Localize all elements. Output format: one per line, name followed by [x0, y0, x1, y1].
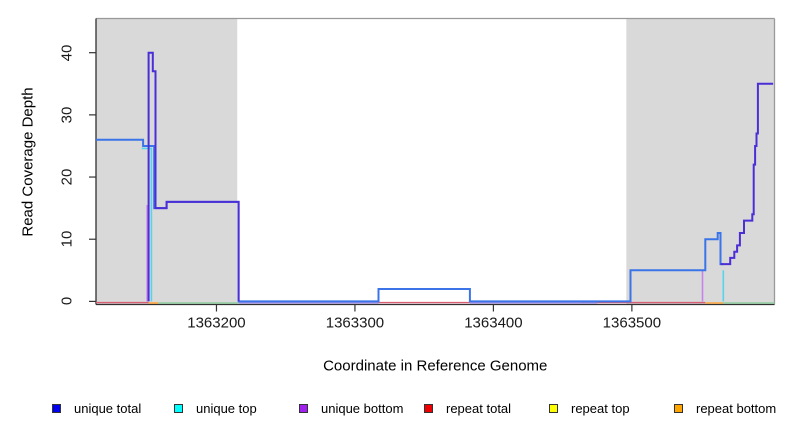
legend-label: repeat top [571, 400, 630, 416]
y-tick-label: 20 [58, 168, 76, 186]
unique-total-swatch [52, 403, 61, 413]
y-axis-title: Read Coverage Depth [19, 86, 37, 237]
series-unique-top-left [141, 147, 153, 302]
legend-label: unique bottom [321, 400, 404, 416]
legend-label: repeat total [446, 400, 512, 416]
series-unique-bottom-staircase [720, 82, 774, 266]
x-tick-label: 1363300 [325, 314, 385, 332]
legend-item-unique-bottom: unique bottom [299, 400, 404, 416]
unique-bottom-swatch [299, 403, 308, 413]
x-tick-label: 1363500 [602, 314, 662, 332]
series-unique-total [96, 138, 724, 303]
repeat-bottom-swatch [674, 403, 683, 413]
legend-label: unique total [74, 400, 142, 416]
shaded-region [626, 18, 775, 305]
y-tick-label: 0 [58, 297, 76, 306]
x-tick-label: 1363200 [187, 314, 246, 332]
unique-top-swatch [174, 403, 183, 413]
series-unique-bottom-spike [147, 51, 240, 302]
legend-item-repeat-top: repeat top [549, 400, 630, 416]
shaded-region [96, 18, 238, 305]
legend-item-unique-top: unique top [174, 400, 257, 416]
y-tick-label: 10 [58, 230, 76, 248]
x-tick-label: 1363400 [464, 314, 523, 332]
x-axis-title: Coordinate in Reference Genome [323, 357, 548, 375]
legend-label: unique top [196, 400, 257, 416]
legend-item-unique-total: unique total [52, 400, 142, 416]
y-tick-label: 30 [58, 106, 76, 124]
legend-item-repeat-bottom: repeat bottom [674, 400, 777, 416]
repeat-top-swatch [549, 403, 558, 413]
legend-item-repeat-total: repeat total [424, 400, 512, 416]
repeat-total-swatch [424, 403, 433, 413]
y-tick-label: 40 [58, 44, 76, 62]
legend-label: repeat bottom [696, 400, 777, 416]
